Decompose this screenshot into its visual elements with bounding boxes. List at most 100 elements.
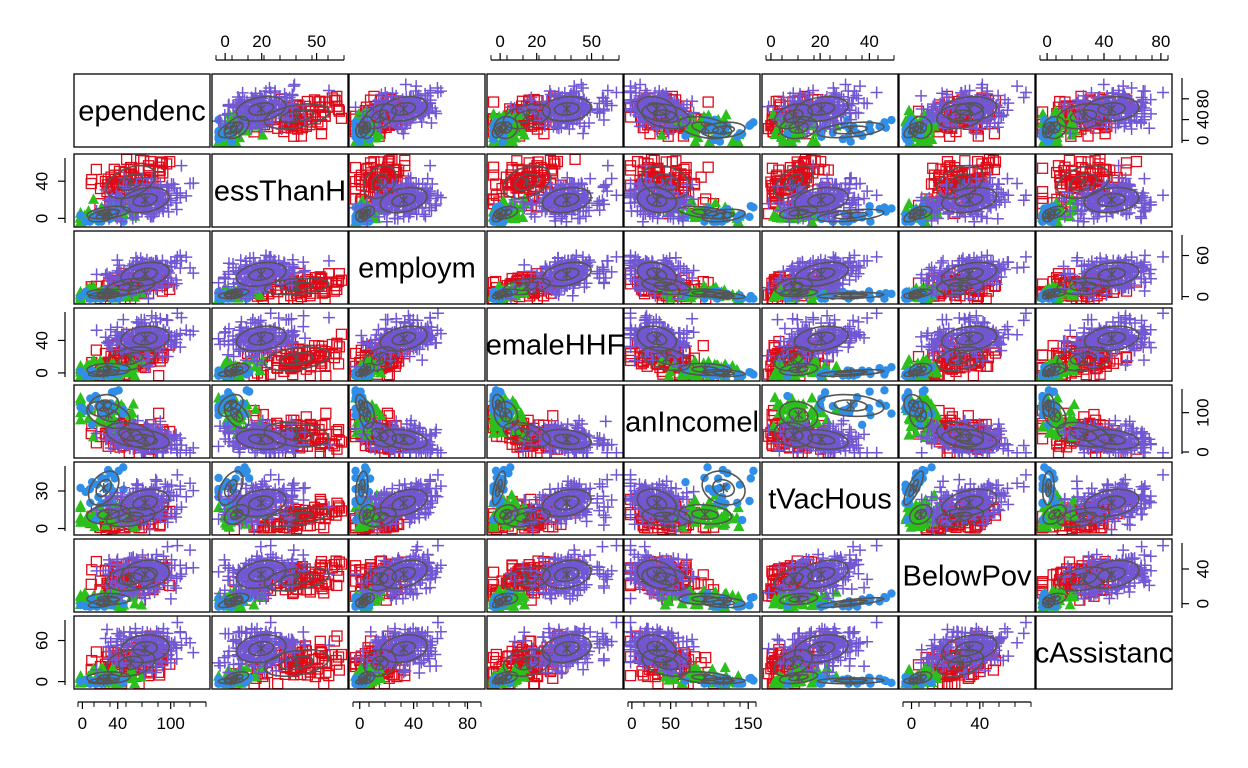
panel-r2-c3-point-g1-9 <box>368 156 380 168</box>
panel-r2-c7-point-g1-60 <box>976 158 988 170</box>
panel-r2-c8-centroid-g4 <box>1107 195 1117 206</box>
panel-r2-c3-point-g4-67 <box>380 215 393 227</box>
panel-r1-c7-point-g4-103 <box>928 98 941 111</box>
panel-r2-c8-frame <box>1035 153 1173 228</box>
panel-r1-c8-point-g4-136 <box>1097 78 1110 91</box>
panel-r2-c5-point-g4-41 <box>686 178 699 191</box>
panel-r2-c7-centroid-g1 <box>955 177 965 188</box>
panel-r2-c1-point-g3-2 <box>76 210 85 220</box>
panel-r2-c6-point-g4-57 <box>845 171 858 184</box>
panel-r2-c6-point-g4-166 <box>782 210 795 223</box>
panel-r1-c5-point-g4-152 <box>662 97 675 110</box>
panel-r2-c4 <box>486 153 624 228</box>
panel-r3-c1 <box>73 230 211 305</box>
panel-r2-c3-point-g4-114 <box>425 204 438 217</box>
panel-r1-c7-point-g4-91 <box>997 108 1010 121</box>
panel-r2-c5-point-g1-83 <box>638 157 650 169</box>
panel-r2-c5-point-g1-9 <box>666 156 678 168</box>
panel-r2-c4-point-g1-83 <box>523 157 535 169</box>
panel-r2-c8-ellipse-g4-2 <box>1083 186 1140 214</box>
panel-r2-c3-point-g4-112 <box>410 208 423 221</box>
panel-r2-c8-point-g4-59 <box>1134 210 1147 223</box>
panel-r1-c2-point-g1-89 <box>312 116 324 128</box>
panel-r2-c4-ellipse-g1-2 <box>502 164 552 200</box>
panel-r2-c1-point-g2-8 <box>88 193 100 204</box>
panel-r1-c8-point-g4-158 <box>1137 85 1150 98</box>
panel-r1-c6-point-g4-62 <box>861 97 874 110</box>
panel-r1-c4-point-g4-158 <box>543 85 556 98</box>
panel-r1-c7-point-g4-47 <box>1002 97 1015 110</box>
panel-r1-c7-point-g4-160 <box>983 120 996 133</box>
panel-r1-c3-point-g4-163 <box>423 106 436 119</box>
panel-r1-c6-point-g4-68 <box>854 80 867 93</box>
panel-r1-c2-point-g3-2 <box>227 137 236 146</box>
panel-r1-c5 <box>623 73 761 148</box>
panel-r2-c3-ellipse-g4-2 <box>379 186 428 214</box>
panel-r2-c4-point-g4-65 <box>597 181 610 194</box>
panel-r2-c7 <box>898 153 1036 228</box>
panel-r2-c8-point-g4-103 <box>1123 206 1136 219</box>
panel-r2-c7-point-g4-57 <box>984 171 997 184</box>
panel-r1-c3-point-g4-158 <box>409 85 422 98</box>
panel-r1-c7-frame <box>898 73 1036 148</box>
panel-r1-c6-point-g4-119 <box>807 84 820 97</box>
panel-r1-c7-point-g4-158 <box>959 85 972 98</box>
panel-r2-c6-point-g4-151 <box>800 197 813 210</box>
panel-r1-c3 <box>348 73 486 148</box>
panel-r1-c2-point-g4-82 <box>218 109 231 122</box>
panel-r2-c3 <box>348 153 486 228</box>
panel-r2-c5-point-g2-32 <box>710 196 722 208</box>
panel-r2-c5-point-g4-167 <box>628 183 641 196</box>
panel-r2-c3-centroid-g3 <box>357 210 367 221</box>
panel-r2-c4-point-g4-81 <box>518 201 531 214</box>
panel-r1-c8-ellipse-g3-2 <box>1041 121 1055 139</box>
panel-r1-c8-ellipse-g4-1 <box>1097 101 1127 116</box>
panel-r2-c8-centroid-g3 <box>1043 210 1053 221</box>
panel-r1-c5-point-g4-151 <box>668 94 681 107</box>
panel-r1-c2-point-g4-165 <box>245 106 258 119</box>
panel-r2-c7-point-g1-39 <box>927 162 939 174</box>
panel-r1-c3-frame <box>348 73 486 148</box>
panel-r2-c8-point-g4-106 <box>1100 179 1113 192</box>
panel-r2-c8-point-g1-89 <box>1065 165 1078 177</box>
panel-r1-c2 <box>211 73 349 148</box>
panel-r2-c6-ellipse-g4-1 <box>807 192 836 208</box>
panel-r2-c1-point-g1-83 <box>156 157 169 169</box>
panel-r2-c7-point-g4-159 <box>995 193 1008 206</box>
panel-r2-c3-point-g4-169 <box>431 189 444 202</box>
panel-r2-c7-point-g4-68 <box>1011 177 1024 190</box>
panel-r2-c7-point-g2-9 <box>903 197 915 209</box>
panel-r1-c5-point-g3-12 <box>681 131 690 141</box>
panel-r1-c7-ellipse-g4-1 <box>954 101 984 116</box>
panel-r2-c8-point-g4-169 <box>1157 189 1170 202</box>
panel-r1-c3-point-g4-131 <box>399 122 412 135</box>
panel-r1-c7-point-g4-136 <box>976 78 989 91</box>
panel-r2-c5-point-g1-85 <box>700 193 712 205</box>
panel-r1-c4-point-g4-131 <box>552 122 565 135</box>
panel-r2-c1-point-g1-53 <box>124 161 137 174</box>
panel-r1-c7-point-g2-44 <box>922 135 934 147</box>
panel-r1-c6-point-g4-136 <box>839 78 852 91</box>
panel-r2-c1-point-g4-146 <box>170 196 183 209</box>
panel-r2-c7-point-g1-66 <box>989 156 1002 168</box>
panel-r2-c1-point-g4-128 <box>141 208 154 221</box>
panel-r1-c5-ellipse-g3-2 <box>701 121 746 139</box>
panel-r2-c8-point-g4-131 <box>1143 198 1156 211</box>
panel-r1-c5-point-g4-41 <box>686 95 699 108</box>
panel-r2-c6-centroid-g3 <box>846 210 856 221</box>
panel-r2-c3-ellipse-g1-1 <box>370 173 389 192</box>
panel-r1-c6-point-g4-169 <box>870 86 883 99</box>
panel-r2-c8-point-g4-151 <box>1072 197 1085 210</box>
panel-r2-c7-ellipse-g3-1 <box>907 211 920 220</box>
panel-r1-c4-centroid-g1 <box>522 111 532 122</box>
panel-r2-c5-point-g1-78 <box>651 163 663 175</box>
panel-r1-c3-point-g4-136 <box>399 78 412 91</box>
panel-r2-c7-point-g1-80 <box>933 175 945 188</box>
panel-r2-c8-ellipse-g3-2 <box>1041 208 1055 223</box>
panel-r2-c3-point-g4-63 <box>419 210 432 223</box>
panel-r1-c6-point-g4-164 <box>825 100 838 113</box>
panel-r1-c5-point-g3-19 <box>737 129 747 139</box>
panel-r1-c6-point-g4-43 <box>852 92 865 105</box>
panel-r1-c2-point-g1-83 <box>328 94 341 106</box>
panel-r2-c4-point-g4-57 <box>561 171 574 184</box>
